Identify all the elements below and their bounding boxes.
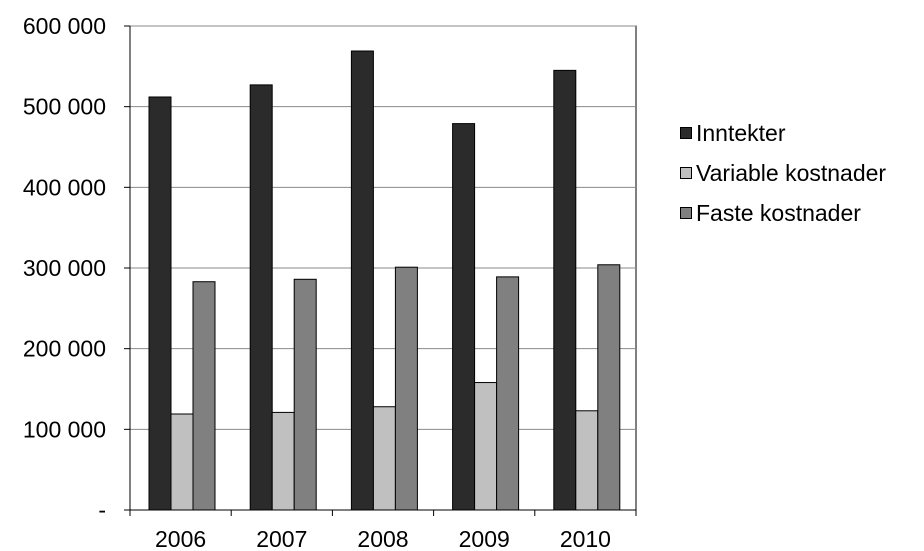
legend-item-variable-kostnader: Variable kostnader bbox=[680, 153, 886, 193]
bar-faste-kostnader-2009 bbox=[496, 276, 520, 511]
y-tick-label: 400 000 bbox=[23, 174, 106, 200]
legend-item-faste-kostnader: Faste kostnader bbox=[680, 193, 886, 233]
x-tick-label: 2009 bbox=[459, 526, 510, 551]
x-tick-labels: 2006 2007 2008 2009 2010 bbox=[155, 526, 611, 551]
x-tick-label: 2006 bbox=[155, 526, 206, 551]
bar-inntekter-2007 bbox=[249, 84, 273, 511]
legend-label-inntekter: Inntekter bbox=[696, 119, 786, 146]
legend-label-variable-kostnader: Variable kostnader bbox=[696, 159, 887, 186]
legend: Inntekter Variable kostnader Faste kostn… bbox=[680, 113, 886, 233]
bar-inntekter-2010 bbox=[553, 69, 577, 511]
x-tick-label: 2010 bbox=[560, 526, 611, 551]
bar-faste-kostnader-2006 bbox=[192, 281, 216, 511]
legend-swatch-variable-kostnader bbox=[680, 167, 692, 179]
bar-faste-kostnader-2007 bbox=[293, 278, 317, 511]
bar-inntekter-2009 bbox=[452, 123, 476, 511]
bar-faste-kostnader-2008 bbox=[394, 266, 418, 511]
y-tick-label: 200 000 bbox=[23, 336, 106, 362]
bar-inntekter-2008 bbox=[350, 50, 374, 511]
legend-label-faste-kostnader: Faste kostnader bbox=[696, 199, 861, 226]
y-tick-label: - bbox=[98, 497, 106, 523]
y-tick-label: 100 000 bbox=[23, 416, 106, 442]
bar-variable-kostnader-2007 bbox=[271, 411, 295, 511]
bar-inntekter-2006 bbox=[148, 96, 172, 511]
x-tick-label: 2008 bbox=[357, 526, 408, 551]
y-tick-label: 300 000 bbox=[23, 255, 106, 281]
bar-variable-kostnader-2009 bbox=[474, 382, 498, 511]
legend-swatch-inntekter bbox=[680, 127, 692, 139]
x-tick-label: 2007 bbox=[256, 526, 307, 551]
bar-variable-kostnader-2010 bbox=[575, 410, 599, 511]
bar-variable-kostnader-2006 bbox=[170, 413, 194, 511]
legend-swatch-faste-kostnader bbox=[680, 207, 692, 219]
bar-variable-kostnader-2008 bbox=[372, 406, 396, 511]
legend-item-inntekter: Inntekter bbox=[680, 113, 886, 153]
axes bbox=[124, 25, 637, 516]
y-tick-labels: - 100 000 200 000 300 000 400 000 500 000 600 … bbox=[23, 13, 106, 523]
bar-faste-kostnader-2010 bbox=[597, 264, 621, 511]
bars bbox=[148, 50, 621, 511]
y-tick-label: 500 000 bbox=[23, 94, 106, 120]
y-tick-label: 600 000 bbox=[23, 13, 106, 39]
